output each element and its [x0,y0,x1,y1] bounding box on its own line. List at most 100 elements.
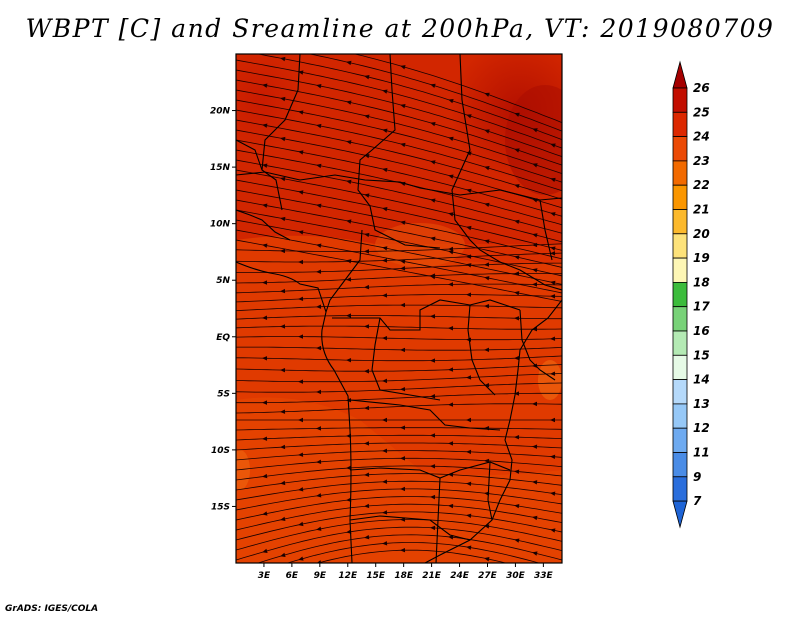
lat-tick-label: 5N [216,276,230,286]
streamline [236,355,562,362]
streamline-arrow [466,188,472,193]
streamline-arrow [514,435,520,440]
streamline-arrow [280,248,286,254]
streamline-arrow [532,327,538,332]
latitude-axis: 20N 15N 10N 5N EQ 5S 10S 15S [210,107,236,512]
streamline-arrow [466,263,472,268]
streamline-arrow [298,296,304,302]
streamline [236,169,562,243]
streamline [286,542,541,563]
streamline-arrow [364,249,370,254]
streamline [236,199,562,268]
streamline-arrow [382,479,388,484]
streamline-arrow [430,273,436,278]
streamline-arrow [316,426,322,431]
streamline-arrow [514,112,520,117]
lat-tick-label: 15N [210,163,231,173]
streamline-arrow [298,190,304,195]
streamline-arrow [364,284,370,290]
streamline [236,450,562,461]
streamline-arrow [382,510,388,515]
streamline-arrow [316,389,322,395]
streamline-arrow [262,473,268,479]
streamline-arrow [430,160,436,165]
streamline [256,54,562,140]
lat-tick-label: 15S [211,502,230,512]
streamline-arrow [364,534,370,540]
streamline [353,54,562,124]
streamline-arrow [382,89,388,94]
streamline [307,54,562,132]
streamline-arrow [484,303,490,309]
colorbar-swatch [672,111,688,138]
streamline-arrow [550,528,556,533]
streamline-arrow [430,236,436,241]
streamline-arrow [382,207,388,212]
streamline [236,364,562,372]
streamline [236,273,562,284]
streamline-arrow [550,143,556,148]
colorbar-swatch [672,209,688,235]
streamline-arrow [532,282,538,287]
streamline-arrow [484,276,490,281]
streamline-arrow [400,425,406,430]
colorbar-label: 17 [693,300,710,314]
streamline-arrow [400,220,406,225]
streamline-arrow [280,552,286,557]
streamline-arrow [550,371,556,376]
streamline-arrow [514,391,520,396]
streamline-arrow [532,551,538,556]
colorbar-top-arrow [672,60,688,89]
streamline [236,243,562,252]
streamline-arrows [262,43,556,563]
lat-tick-label: 10N [210,220,231,230]
streamline-arrow [466,292,472,297]
lat-tick-label: 20N [210,107,231,117]
streamline [316,549,508,563]
streamline-arrow [466,114,472,119]
streamline-arrow [448,174,454,179]
streamline-arrow [316,84,322,89]
streamline-arrow [484,382,490,388]
lon-tick-label: 12E [338,571,358,581]
streamline [236,392,562,404]
colorbar-swatch [672,160,688,186]
streamline [236,119,562,200]
colorbar-swatch [672,306,688,332]
streamline [236,457,562,471]
streamline-arrow [400,547,406,553]
colorbar-swatch [672,427,688,453]
streamline [236,209,562,277]
streamline-arrow [346,179,352,185]
streamline-arrow [484,557,490,562]
streamline [236,315,562,320]
streamline-arrow [514,255,520,260]
lon-tick-label: 15E [366,571,386,581]
colorbar-label: 22 [693,178,710,192]
streamline [236,59,562,149]
streamline [236,511,562,541]
streamline-arrow [382,378,388,384]
streamline-arrow [280,409,286,414]
longitude-axis: 3E 6E 9E 12E 15E 18E 21E 24E 27E 30E 33E [258,563,554,581]
streamline-arrow [484,166,490,171]
streamline-arrow [298,230,304,235]
streamline [236,336,562,341]
streamline-arrow [280,216,286,222]
streamline-arrow [448,441,454,446]
streamline-arrow [298,487,304,492]
streamline-arrow [262,43,267,47]
streamline-arrow [430,358,436,363]
streamline-arrow [430,314,436,319]
streamline-arrow [262,436,268,441]
streamline-arrow [262,356,268,361]
streamline-arrow [514,469,520,474]
streamline-arrow [430,433,436,438]
streamline-arrow [514,148,520,153]
lon-tick-label: 6E [286,571,299,581]
streamline-arrow [400,347,406,353]
streamline-arrow [400,386,406,392]
colorbar-swatch [672,403,688,429]
streamline-arrow [448,246,454,252]
streamline-arrow [280,56,286,62]
